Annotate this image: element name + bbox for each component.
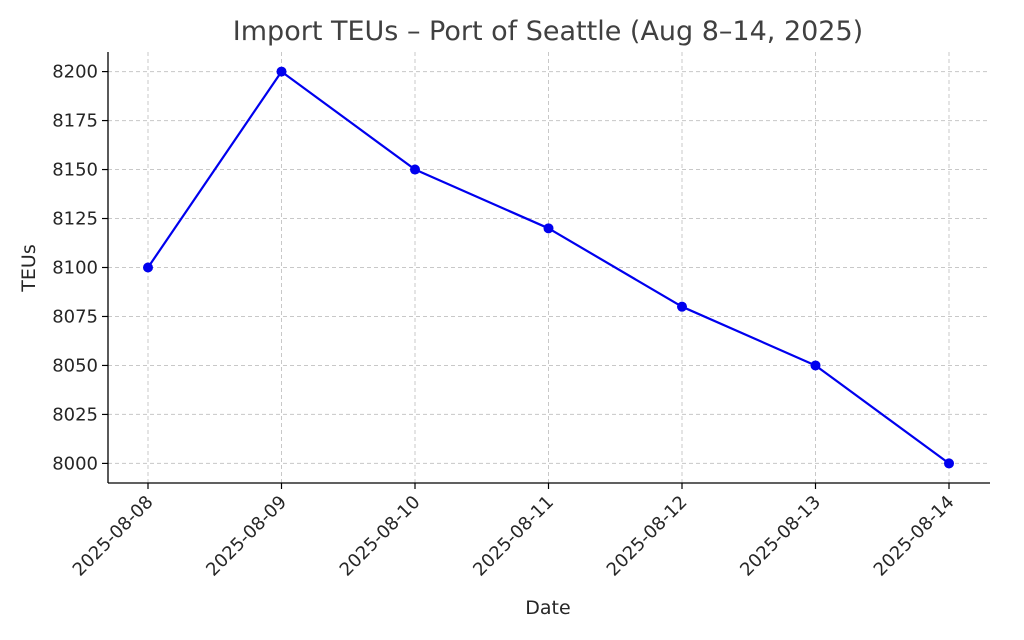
y-axis-label: TEUs: [18, 244, 40, 292]
data-point: [543, 223, 554, 234]
data-point: [410, 164, 420, 175]
x-tick-label: 2025-08-09: [202, 492, 291, 581]
chart-title: Import TEUs – Port of Seattle (Aug 8–14,…: [233, 16, 863, 47]
data-point: [810, 360, 821, 371]
y-tick-label: 8025: [52, 404, 98, 425]
data-point: [944, 458, 954, 469]
y-tick-label: 8200: [52, 62, 98, 83]
data-point: [677, 301, 687, 312]
y-tick-label: 8100: [52, 258, 98, 279]
x-tick-label: 2025-08-12: [603, 492, 692, 581]
y-axis-ticks: 8000 8025 8050 8075 8100 8125 8150 8175 8200: [52, 62, 108, 474]
y-tick-label: 8150: [52, 160, 98, 181]
x-axis-ticks: 2025-08-08 2025-08-09 2025-08-10 2025-08-11…: [69, 483, 959, 581]
data-point: [276, 66, 287, 77]
grid: [108, 52, 990, 483]
x-tick-label: 2025-08-13: [736, 492, 825, 581]
x-tick-label: 2025-08-08: [69, 492, 158, 581]
y-tick-label: 8000: [52, 453, 98, 474]
series: [143, 66, 954, 469]
x-tick-label: 2025-08-11: [469, 492, 558, 581]
x-tick-label: 2025-08-14: [870, 492, 959, 581]
y-tick-label: 8075: [52, 306, 98, 327]
data-point: [143, 262, 153, 273]
x-tick-label: 2025-08-10: [336, 492, 425, 581]
x-axis-label: Date: [525, 597, 570, 619]
y-tick-label: 8175: [52, 111, 98, 132]
y-tick-label: 8125: [52, 209, 98, 230]
y-tick-label: 8050: [52, 355, 98, 376]
